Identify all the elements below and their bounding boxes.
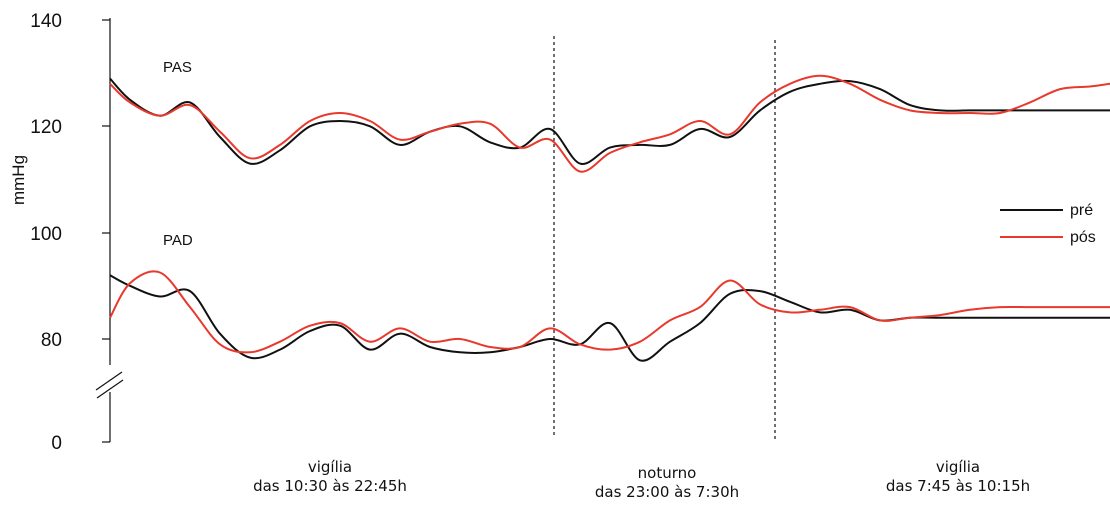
period-label-3-title: vigília	[936, 458, 980, 476]
series-group	[109, 74, 1110, 362]
period-label-3-range: das 7:45 às 10:15h	[886, 477, 1030, 495]
series-line-pad-pos	[109, 270, 1110, 354]
y-tick-label-120: 120	[30, 117, 62, 138]
period-label-2-title: noturno	[638, 464, 697, 482]
y-tick-label-100: 100	[30, 224, 62, 245]
period-label-1-range: das 10:30 às 22:45h	[253, 477, 407, 495]
annotation-pas: PAS	[163, 59, 192, 76]
legend: pré pós	[1000, 202, 1096, 246]
annotation-pad: PAD	[163, 232, 193, 249]
y-tick-label-140: 140	[30, 11, 62, 32]
period-label-2-range: das 23:00 às 7:30h	[595, 483, 739, 501]
series-line-pas-pre	[109, 77, 1110, 165]
period-label-1-title: vigília	[308, 458, 352, 476]
series-line-pad-pre	[109, 274, 1110, 362]
series-line-pas-pos	[109, 74, 1110, 173]
y-axis-label: mmHg	[9, 155, 28, 205]
y-tick-label-0: 0	[51, 433, 62, 454]
legend-label-pre: pré	[1070, 202, 1093, 219]
y-tick-label-80: 80	[41, 330, 62, 351]
axis-break-icon	[95, 371, 124, 399]
legend-label-pos: pós	[1070, 229, 1096, 246]
